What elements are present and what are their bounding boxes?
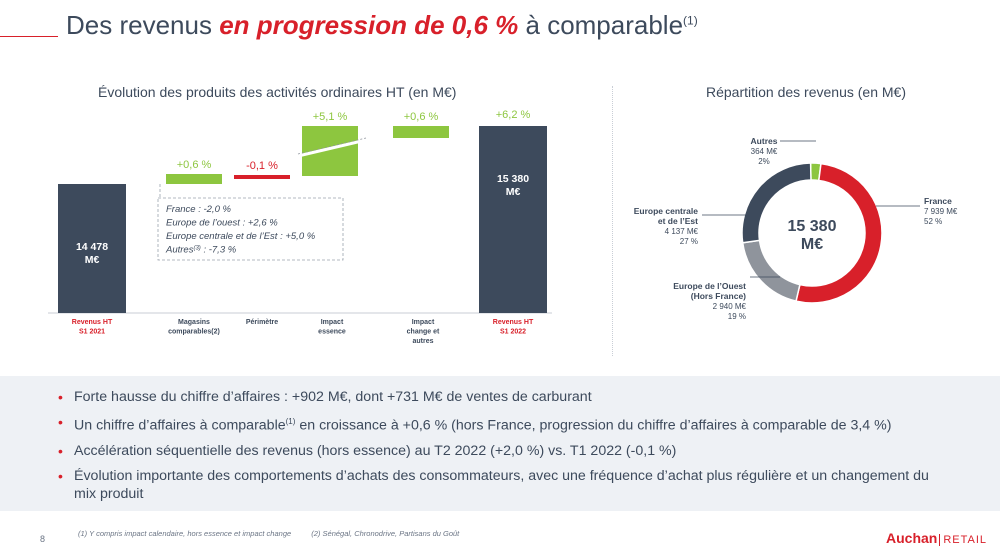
delta-bar xyxy=(393,126,449,138)
regional-breakdown-item: Europe centrale et de l’Est : +5,0 % xyxy=(166,231,316,242)
regional-breakdown-box xyxy=(157,197,344,261)
key-point-text: Un chiffre d’affaires à comparable xyxy=(74,417,286,434)
regional-breakdown-value: : -7,3 % xyxy=(201,245,237,256)
donut-slice-label: et de l’Est xyxy=(658,216,698,226)
bar-pct-label: +6,2 % xyxy=(496,109,531,121)
delta-bar xyxy=(166,174,222,184)
bar-pct-label: -0,1 % xyxy=(246,160,278,172)
donut-slice-label: 2 940 M€ xyxy=(713,302,747,311)
total-bar-value-label: M€ xyxy=(85,254,100,266)
section-divider xyxy=(612,86,613,356)
title-rule xyxy=(0,36,58,37)
donut-slice xyxy=(741,239,801,303)
donut-slice-label: Europe de l’Ouest xyxy=(673,281,746,291)
bar-pct-label: +0,6 % xyxy=(177,159,212,171)
category-label: change et xyxy=(407,329,440,336)
donut-slice-label: 19 % xyxy=(728,312,746,321)
key-points-list: Forte hausse du chiffre d’affaires : +90… xyxy=(58,388,954,510)
regional-breakdown-item: France : -2,0 % xyxy=(166,204,231,215)
logo-suffix: RETAIL xyxy=(939,534,988,546)
donut-slice-label: Europe centrale xyxy=(634,206,699,216)
footnote: (2) Sénégal, Chronodrive, Partisans du G… xyxy=(311,529,460,538)
donut-slice-label: 52 % xyxy=(924,217,942,226)
key-point: Accélération séquentielle des revenus (h… xyxy=(58,442,954,460)
category-label: S1 2022 xyxy=(500,329,526,336)
title-end: à comparable xyxy=(518,10,684,40)
title-start: Des revenus xyxy=(66,10,220,40)
footnote-ref: (3) xyxy=(193,246,200,252)
donut-center-label: M€ xyxy=(801,236,823,253)
donut-slice-label: (Hors France) xyxy=(691,291,746,301)
page-title: Des revenus en progression de 0,6 % à co… xyxy=(66,10,698,41)
category-label: Impact xyxy=(321,319,344,326)
key-point-text: Accélération séquentielle des revenus (h… xyxy=(74,442,677,459)
key-point-text: Évolution importante des comportements d… xyxy=(74,467,929,502)
category-label: Revenus HT xyxy=(72,319,113,326)
category-label: autres xyxy=(412,338,433,345)
donut-slice-label: 7 939 M€ xyxy=(924,207,958,216)
key-point-text-end: en croissance à +0,6 % (hors France, pro… xyxy=(295,417,892,434)
footnote: (1) Y compris impact calendaire, hors es… xyxy=(78,529,292,538)
page-number: 8 xyxy=(40,534,46,544)
axis-break-mark xyxy=(297,138,367,158)
category-label: Magasins xyxy=(178,319,210,326)
title-footnote-ref: (1) xyxy=(683,13,698,28)
category-label: Impact xyxy=(412,319,435,326)
total-bar-value-label: M€ xyxy=(506,186,521,198)
donut-slice-label: 364 M€ xyxy=(751,147,778,156)
donut-chart-title: Répartition des revenus (en M€) xyxy=(706,84,906,100)
donut-center-label: 15 380 xyxy=(788,218,837,235)
regional-breakdown-item: Autres(3) : -7,3 % xyxy=(165,245,237,256)
donut-slice-label: 2% xyxy=(758,157,770,166)
donut-slice xyxy=(741,162,812,244)
title-highlight: en progression de 0,6 % xyxy=(219,10,519,40)
donut-slice-label: France xyxy=(924,196,952,206)
key-point-text: Forte hausse du chiffre d’affaires : +90… xyxy=(74,389,592,405)
category-label: Périmètre xyxy=(246,319,278,326)
donut-slice-label: 4 137 M€ xyxy=(665,227,699,236)
category-label: S1 2021 xyxy=(79,329,105,336)
total-bar-value-label: 14 478 xyxy=(76,241,108,253)
category-label: comparables(2) xyxy=(168,329,220,336)
regional-breakdown-item: Europe de l’ouest : +2,6 % xyxy=(166,218,278,229)
logo-brand: Auchan xyxy=(886,530,938,546)
donut-slice-label: Autres xyxy=(751,136,778,146)
waterfall-chart-title: Évolution des produits des activités ord… xyxy=(98,84,457,100)
bar-pct-label: +0,6 % xyxy=(404,111,439,123)
key-point: Forte hausse du chiffre d’affaires : +90… xyxy=(58,388,954,406)
key-point: Un chiffre d’affaires à comparable(1) en… xyxy=(58,413,954,435)
auchan-retail-logo: Auchan RETAIL xyxy=(886,530,988,546)
total-bar xyxy=(58,184,126,313)
footnote-ref: (1) xyxy=(285,417,296,426)
key-point: Évolution importante des comportements d… xyxy=(58,467,954,503)
footnotes: (1) Y compris impact calendaire, hors es… xyxy=(78,529,477,538)
bar-pct-label: +5,1 % xyxy=(313,111,348,123)
delta-bar xyxy=(234,175,290,179)
total-bar-value-label: 15 380 xyxy=(497,173,529,185)
total-bar xyxy=(479,126,547,313)
category-label: Revenus HT xyxy=(493,319,534,326)
category-label: essence xyxy=(318,329,346,336)
donut-slice-label: 27 % xyxy=(680,237,698,246)
